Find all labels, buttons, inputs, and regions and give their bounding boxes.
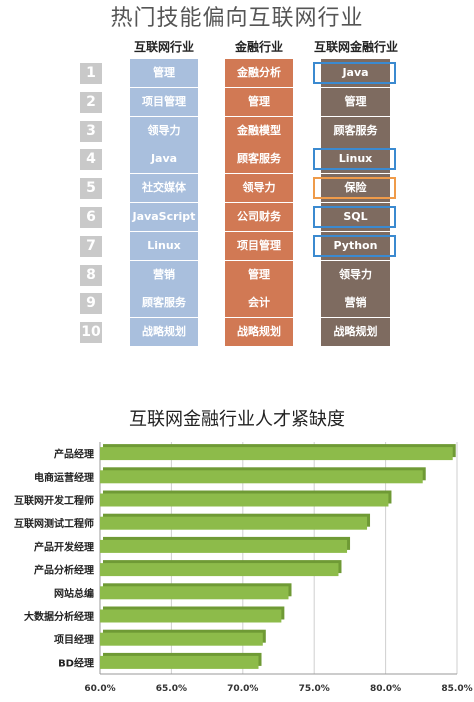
skill-internet-finance: 战略规划 (321, 318, 390, 347)
category-label: 电商运营经理 (34, 471, 94, 484)
skill-finance: 金融模型 (225, 116, 293, 145)
bar (100, 586, 289, 600)
bar (100, 539, 348, 553)
skill-finance: 会计 (225, 289, 293, 318)
category-label: 大数据分析经理 (24, 610, 94, 623)
bar (100, 493, 389, 507)
x-tick-label: 85.0% (441, 684, 472, 694)
skill-finance: 金融分析 (225, 59, 293, 87)
highlight-box (313, 62, 396, 84)
bar (100, 470, 423, 484)
skill-finance: 战略规划 (225, 318, 293, 347)
category-label: 项目经理 (54, 633, 94, 646)
skill-finance: 项目管理 (225, 231, 293, 260)
skill-internet: 营销 (130, 260, 198, 289)
skill-internet: 项目管理 (130, 87, 198, 116)
bar (100, 609, 282, 623)
skill-internet: 顾客服务 (130, 289, 198, 318)
skill-internet: 社交媒体 (130, 174, 198, 203)
x-tick-label: 80.0% (370, 684, 401, 694)
bar (100, 563, 339, 577)
highlight-box (313, 148, 396, 171)
column-header-internet-finance: 互联网金融行业 (313, 40, 398, 54)
skill-internet-finance: 管理 (321, 87, 390, 116)
skill-finance: 管理 (225, 260, 293, 289)
x-tick-label: 75.0% (299, 684, 330, 694)
x-tick-label: 60.0% (84, 684, 115, 694)
bar (100, 447, 453, 461)
category-label: 网站总编 (54, 587, 94, 600)
category-label: 互联网开发工程师 (14, 494, 94, 507)
skill-finance: 管理 (225, 87, 293, 116)
rank-number: 8 (80, 264, 102, 286)
rank-number: 6 (80, 207, 102, 228)
chart-title: 互联网金融行业人才紧缺度 (129, 409, 345, 430)
skill-internet: 领导力 (130, 116, 198, 145)
skill-internet: 战略规划 (130, 318, 198, 347)
rank-number: 7 (80, 235, 102, 257)
x-tick-label: 65.0% (156, 684, 187, 694)
bar (100, 632, 263, 646)
rank-number: 3 (80, 120, 102, 142)
skill-internet: 管理 (130, 59, 198, 87)
skill-finance: 顾客服务 (225, 145, 293, 174)
category-label: 产品经理 (54, 448, 94, 461)
highlight-box (313, 206, 396, 228)
highlight-box (313, 234, 396, 257)
skill-internet-finance: 领导力 (321, 260, 390, 289)
skill-internet-finance: 营销 (321, 289, 390, 318)
skill-internet: Linux (130, 231, 198, 260)
skill-finance: 公司财务 (225, 203, 293, 231)
rank-number: 4 (80, 149, 102, 171)
column-header-finance: 金融行业 (234, 40, 283, 54)
rank-number: 9 (80, 293, 102, 315)
bar (100, 516, 368, 530)
rank-number: 5 (80, 178, 102, 200)
category-label: 互联网测试工程师 (14, 517, 94, 530)
highlight-box (313, 177, 396, 200)
category-label: BD经理 (58, 656, 94, 669)
category-label: 产品开发经理 (34, 540, 94, 553)
skill-finance: 领导力 (225, 174, 293, 203)
skill-internet: JavaScript (130, 203, 198, 231)
skill-internet-finance: 顾客服务 (321, 116, 390, 145)
column-header-internet: 互联网行业 (133, 40, 194, 54)
skills-table-title: 热门技能偏向互联网行业 (110, 6, 364, 31)
rank-number: 2 (80, 91, 102, 113)
x-tick-label: 70.0% (227, 684, 258, 694)
skill-internet: Java (130, 145, 198, 174)
rank-number: 1 (80, 63, 102, 84)
rank-number: 10 (80, 322, 102, 344)
category-label: 产品分析经理 (34, 564, 94, 577)
bar (100, 655, 259, 669)
